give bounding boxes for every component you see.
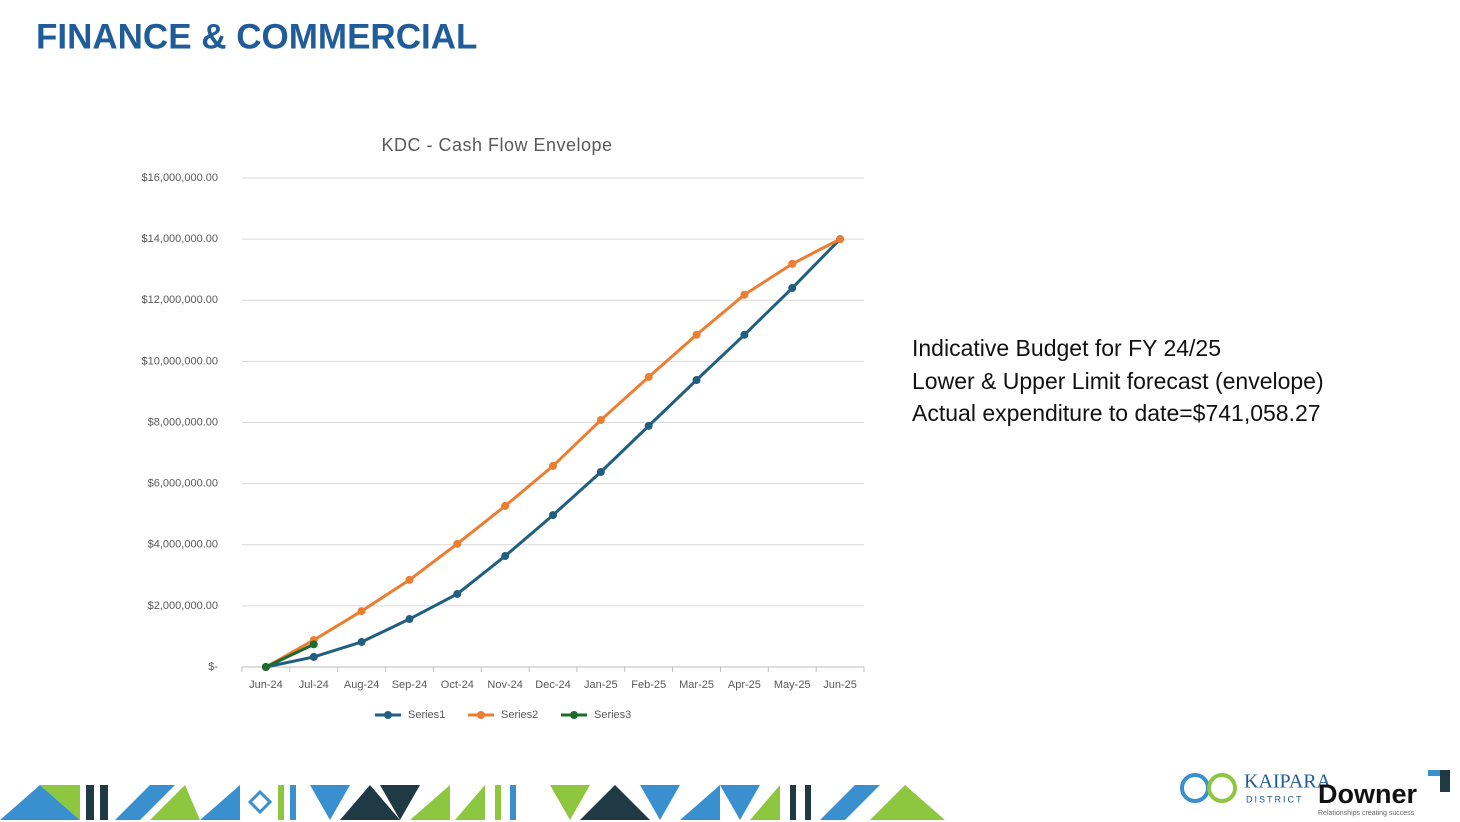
- note: Indicative Budget for FY 24/25: [912, 335, 1221, 361]
- logo-text: Downer: [1318, 779, 1418, 809]
- logo-mark: [1207, 773, 1237, 803]
- note: Actual expenditure to date=$741,058.27: [912, 400, 1321, 426]
- y-tick-label: $2,000,000.00: [148, 600, 218, 612]
- point: [357, 607, 366, 616]
- point: [596, 416, 605, 425]
- y-tick-label: $12,000,000.00: [142, 294, 218, 306]
- point: [836, 235, 845, 244]
- x-tick-label: Oct-24: [441, 679, 474, 691]
- y-tick-label: $14,000,000.00: [142, 233, 218, 245]
- logo-tagline: Relationships creating success: [1318, 810, 1415, 817]
- y-tick-label: $4,000,000.00: [148, 539, 218, 551]
- logo-mark: [1428, 770, 1440, 776]
- point: [692, 330, 701, 339]
- point: [740, 330, 749, 339]
- page-title: FINANCE & COMMERCIAL: [36, 17, 477, 56]
- point: [405, 575, 414, 584]
- point: [261, 663, 270, 671]
- x-tick-label: Jan-25: [584, 679, 618, 691]
- legend-label: Series1: [408, 709, 445, 721]
- note: Lower & Upper Limit forecast (envelope): [912, 368, 1324, 394]
- point: [357, 637, 366, 646]
- y-tick-label: $10,000,000.00: [142, 355, 218, 367]
- series-line: [265, 237, 841, 669]
- logo-text: KAIPARA: [1244, 771, 1332, 793]
- y-tick-label: $6,000,000.00: [148, 478, 218, 490]
- x-tick-label: Aug-24: [344, 679, 379, 691]
- y-tick-label: $16,000,000.00: [142, 172, 218, 184]
- x-tick-label: Jul-24: [299, 679, 329, 691]
- x-tick-label: May-25: [774, 679, 811, 691]
- legend-marker: [570, 711, 578, 719]
- point: [309, 640, 318, 649]
- x-tick-label: Dec-24: [535, 679, 570, 691]
- point: [549, 511, 557, 520]
- decorative-band: [0, 785, 945, 820]
- point: [644, 421, 653, 430]
- point: [501, 501, 510, 510]
- point: [453, 539, 462, 548]
- point: [596, 468, 605, 477]
- point: [309, 652, 318, 661]
- x-tick-label: Mar-25: [679, 679, 714, 691]
- x-tick-label: Jun-24: [249, 679, 283, 691]
- point: [405, 615, 414, 624]
- point: [788, 284, 797, 293]
- legend-marker: [477, 711, 485, 719]
- point: [740, 290, 749, 299]
- point: [501, 552, 510, 561]
- x-tick-label: Nov-24: [487, 679, 522, 691]
- logo-mark: [1440, 770, 1450, 792]
- x-tick-label: Jun-25: [823, 679, 857, 691]
- y-tick-label: $8,000,000.00: [148, 416, 218, 428]
- x-tick-label: Feb-25: [631, 679, 666, 691]
- x-tick-label: Apr-25: [728, 679, 761, 691]
- point: [453, 589, 462, 598]
- series-line: [265, 642, 315, 669]
- logo-mark: [1180, 773, 1210, 803]
- point: [692, 376, 701, 385]
- chart-title: KDC - Cash Flow Envelope: [381, 135, 612, 155]
- x-tick-label: Sep-24: [392, 679, 427, 691]
- logo-text: DISTRICT: [1246, 794, 1304, 804]
- logos: KAIPARA DISTRICT Downer Relationships cr…: [1180, 770, 1450, 817]
- point: [549, 461, 557, 470]
- point: [644, 372, 653, 381]
- legend-label: Series3: [594, 709, 631, 721]
- legend-marker: [384, 711, 392, 719]
- legend-label: Series2: [501, 709, 538, 721]
- series-line: [265, 238, 842, 669]
- point: [788, 259, 797, 268]
- y-tick-label: $-: [208, 661, 218, 673]
